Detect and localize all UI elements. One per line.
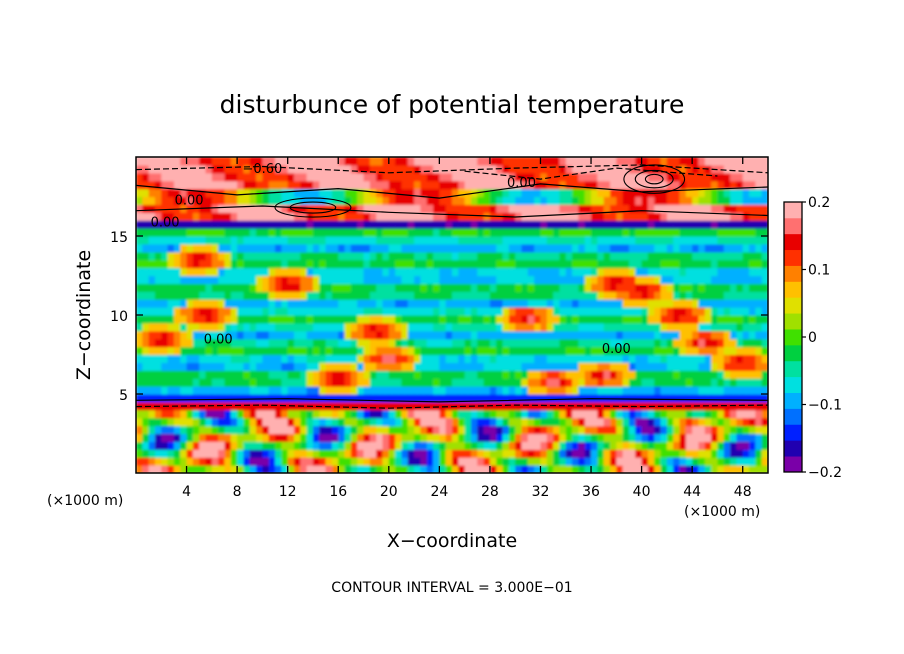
colorbar-swatch <box>784 281 802 298</box>
x-tick-label: 8 <box>233 484 242 500</box>
colorbar-swatch <box>784 233 802 251</box>
colorbar-swatch <box>784 297 802 314</box>
x-tick-label: 32 <box>532 484 550 500</box>
contour-interval-note: CONTOUR INTERVAL = 3.000E−01 <box>331 580 572 596</box>
x-tick-label: 24 <box>430 484 448 500</box>
x-tick-label: 4 <box>182 484 191 500</box>
x-tick-label: 40 <box>633 484 651 500</box>
x-tick-label: 44 <box>683 484 701 500</box>
x-axis-ticks: 4 8 12 16 20 24 28 32 36 40 44 48 <box>182 157 752 500</box>
chart-title: disturbunce of potential temperature <box>220 90 685 119</box>
x-unit-right: (×1000 m) <box>684 504 760 520</box>
x-tick-label: 48 <box>734 484 752 500</box>
x-axis-label: X−coordinate <box>387 530 517 552</box>
colorbar: 0.2 0.1 0 −0.1 −0.2 <box>783 195 842 481</box>
y-tick-label: 15 <box>110 230 128 246</box>
y-tick-label: 10 <box>110 309 128 325</box>
x-tick-label: 12 <box>279 484 297 500</box>
colorbar-tick-label: −0.1 <box>808 398 842 414</box>
colorbar-swatch <box>784 344 802 362</box>
colorbar-swatch <box>784 202 802 219</box>
colorbar-swatch <box>784 440 802 457</box>
colorbar-swatch <box>784 265 802 282</box>
contour-label: 0.00 <box>507 176 536 191</box>
y-tick-label: 5 <box>119 388 128 404</box>
heatmap-field <box>136 157 768 473</box>
contour-labels: −0.60 0.00 0.00 0.00 0.00 0.00 <box>151 162 631 357</box>
colorbar-tick-label: 0.2 <box>808 195 830 211</box>
contour-label: 0.00 <box>151 216 180 231</box>
contour-label: 0.00 <box>204 332 233 347</box>
contour-label: −0.60 <box>242 162 282 177</box>
contour-lines <box>136 164 768 409</box>
colorbar-swatch <box>784 424 802 441</box>
plot-area <box>136 157 768 473</box>
colorbar-swatch <box>784 392 802 409</box>
colorbar-swatch <box>784 360 802 378</box>
y-axis-label: Z−coordinate <box>73 250 95 380</box>
colorbar-tick-label: 0.1 <box>808 263 830 279</box>
colorbar-tick-label: −0.2 <box>808 465 842 481</box>
x-tick-label: 36 <box>582 484 600 500</box>
colorbar-swatch <box>784 376 802 393</box>
colorbar-swatch <box>784 249 802 266</box>
colorbar-swatch <box>784 313 802 330</box>
x-tick-label: 16 <box>329 484 347 500</box>
colorbar-tick-label: 0 <box>808 330 817 346</box>
colorbar-swatch <box>784 217 802 235</box>
contour-label: 0.00 <box>175 193 204 208</box>
x-tick-label: 20 <box>380 484 398 500</box>
contour-label: 0.00 <box>602 342 631 357</box>
x-unit-left: (×1000 m) <box>47 493 123 509</box>
y-axis-ticks: 5 10 15 <box>110 230 768 404</box>
colorbar-swatch <box>784 329 802 346</box>
colorbar-swatch <box>784 408 802 425</box>
x-tick-label: 28 <box>481 484 499 500</box>
colorbar-swatch <box>784 456 802 473</box>
